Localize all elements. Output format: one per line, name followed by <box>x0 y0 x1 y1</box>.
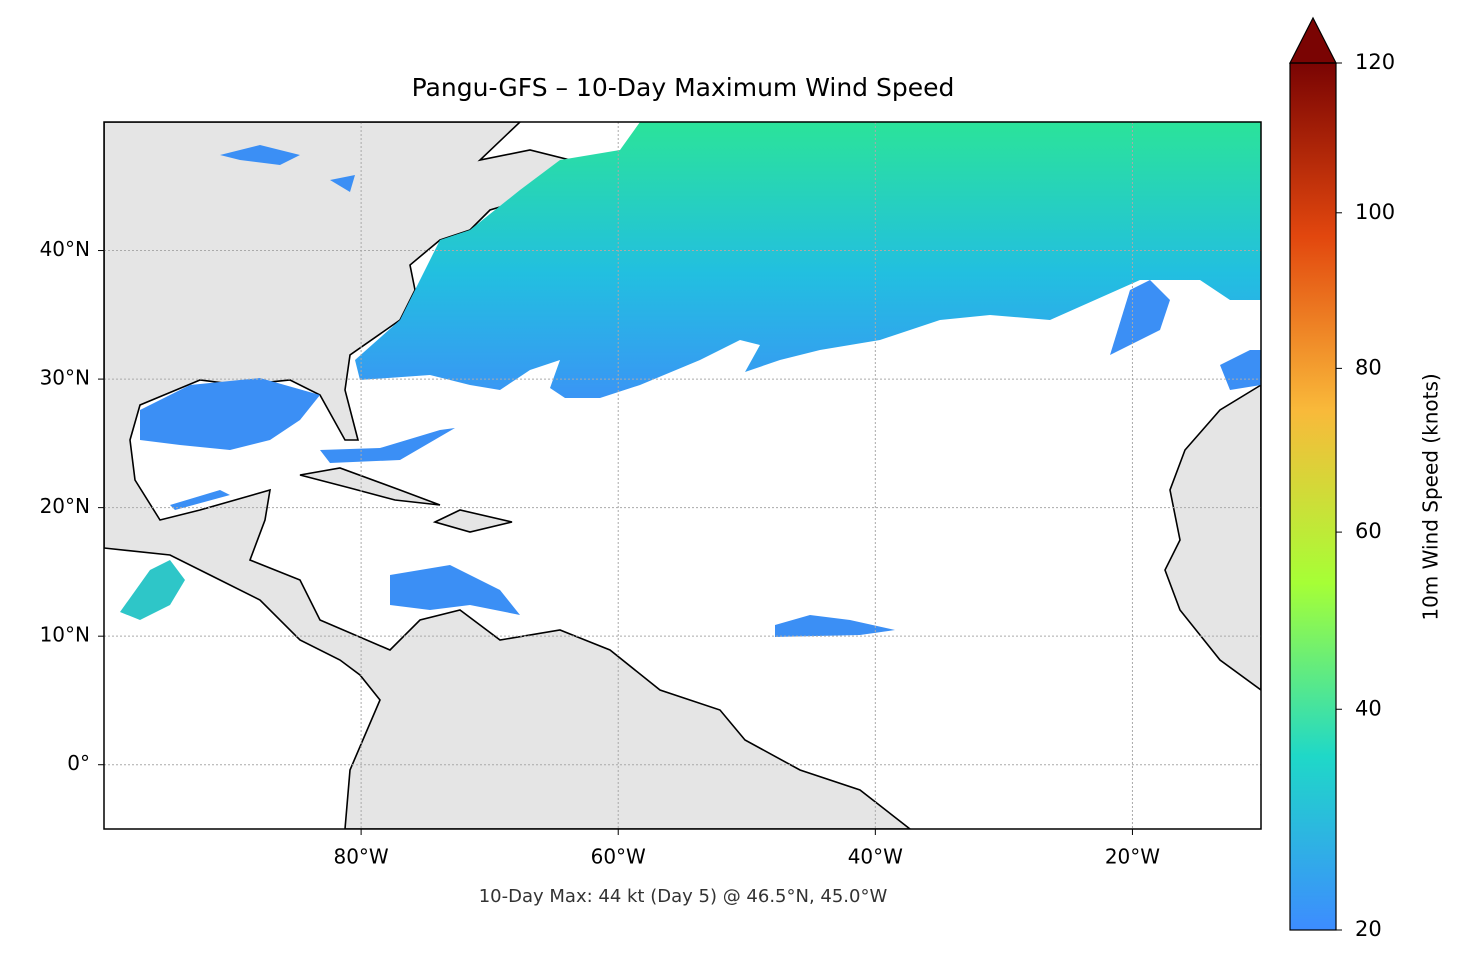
map-area <box>104 122 1261 829</box>
colorbar-extension <box>1289 16 1337 64</box>
americas <box>104 122 912 829</box>
y-tick-label: 10°N <box>40 623 90 647</box>
y-tick-label: 30°N <box>40 366 90 390</box>
colorbar <box>1290 63 1336 930</box>
wind-patches <box>120 145 1261 637</box>
map-frame <box>103 121 1262 830</box>
colorbar-tick-label: 60 <box>1355 519 1382 543</box>
colorbar-frame <box>1289 62 1337 931</box>
x-tick-label: 60°W <box>591 845 646 869</box>
footnote: 10-Day Max: 44 kt (Day 5) @ 46.5°N, 45.0… <box>479 886 888 907</box>
y-tick-label: 40°N <box>40 237 90 261</box>
wind-field <box>355 122 1261 398</box>
africa <box>1164 384 1261 691</box>
y-tick-label: 0° <box>67 751 90 775</box>
colorbar-tick-label: 20 <box>1355 917 1382 941</box>
colorbar-label: 10m Wind Speed (knots) <box>1419 373 1443 620</box>
colorbar-tick-label: 120 <box>1355 50 1395 74</box>
colorbar-tick-label: 100 <box>1355 200 1395 224</box>
y-tick-label: 20°N <box>40 494 90 518</box>
chart-title: Pangu-GFS – 10-Day Maximum Wind Speed <box>412 73 955 102</box>
colorbar-tick-label: 80 <box>1355 355 1382 379</box>
x-tick-label: 20°W <box>1105 845 1160 869</box>
cuba <box>299 467 441 506</box>
x-tick-label: 40°W <box>848 845 903 869</box>
x-tick-label: 80°W <box>333 845 388 869</box>
colorbar-tick-label: 40 <box>1355 696 1382 720</box>
hispaniola <box>432 509 513 533</box>
